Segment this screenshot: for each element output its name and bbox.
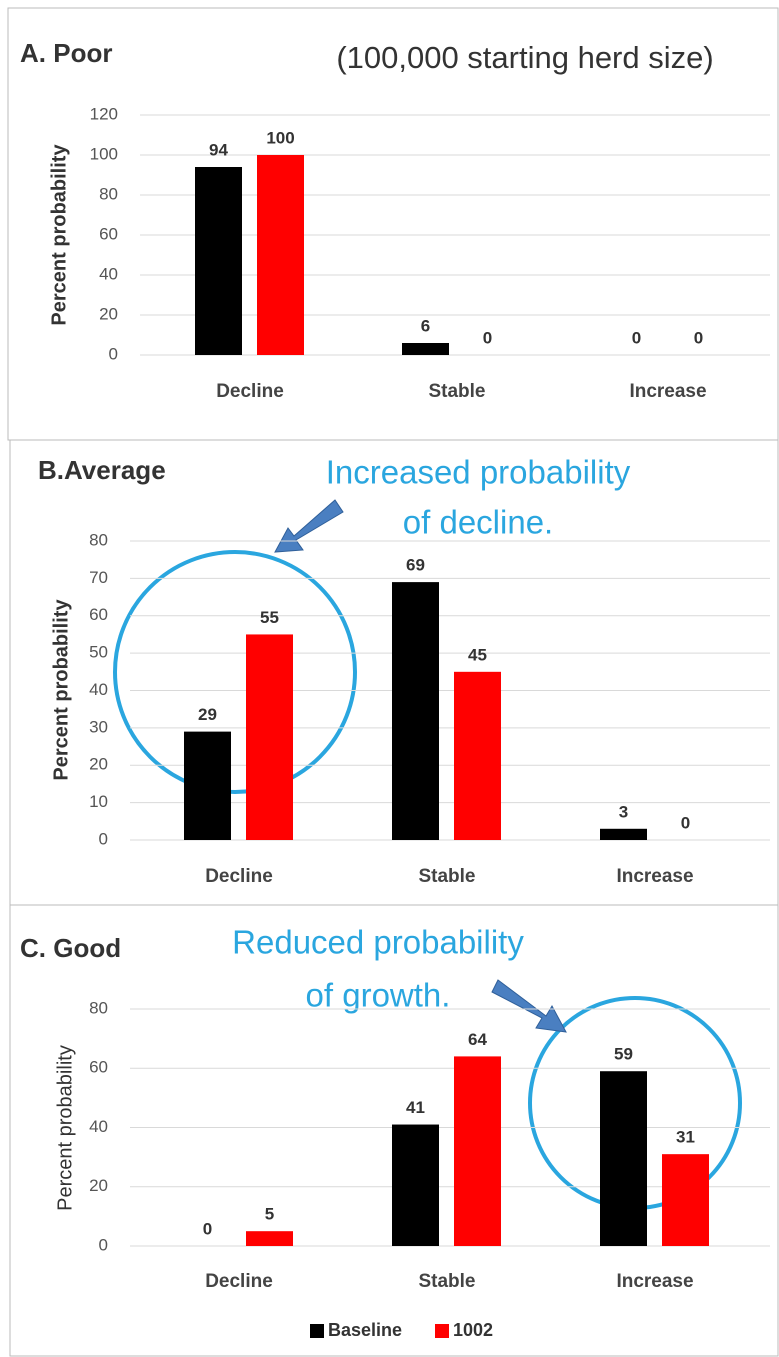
data-label: 6 <box>421 316 430 335</box>
y-tick-label: 0 <box>109 344 118 363</box>
bar <box>402 343 449 355</box>
x-tick-label: Increase <box>616 1271 693 1292</box>
bar <box>246 1231 293 1246</box>
y-tick-label: 20 <box>99 304 118 323</box>
x-tick-label: Decline <box>205 1271 273 1292</box>
x-tick-label: Stable <box>418 1271 475 1292</box>
data-label: 41 <box>406 1098 425 1117</box>
data-label: 94 <box>209 140 228 159</box>
x-tick-label: Stable <box>418 866 475 887</box>
x-tick-label: Decline <box>216 381 284 402</box>
y-axis-label: Percent probability <box>48 144 70 326</box>
data-label: 3 <box>619 802 628 821</box>
annotation: of decline. <box>403 504 553 541</box>
bar <box>392 582 439 840</box>
panel-title: A. Poor <box>20 38 112 68</box>
data-label: 0 <box>694 328 703 347</box>
bar <box>600 1071 647 1246</box>
data-label: 0 <box>483 328 492 347</box>
legend-swatch <box>435 1324 449 1338</box>
y-tick-label: 40 <box>99 264 118 283</box>
data-label: 0 <box>203 1219 212 1238</box>
bar <box>392 1124 439 1246</box>
bar <box>195 167 242 355</box>
data-label: 69 <box>406 556 425 575</box>
legend-swatch <box>310 1324 324 1338</box>
y-tick-label: 70 <box>89 568 108 587</box>
x-tick-label: Increase <box>616 866 693 887</box>
data-label: 64 <box>468 1030 487 1049</box>
data-label: 100 <box>266 128 294 147</box>
arrow <box>274 499 344 553</box>
y-tick-label: 80 <box>89 530 108 549</box>
bar <box>454 671 501 840</box>
subtitle: (100,000 starting herd size) <box>336 40 713 75</box>
bar <box>257 155 304 355</box>
arrow <box>491 979 567 1033</box>
panel-frame <box>9 904 779 1357</box>
bar <box>600 828 647 840</box>
y-tick-label: 0 <box>99 829 108 848</box>
y-axis-label: Percent probability <box>50 599 72 781</box>
data-label: 31 <box>676 1128 695 1147</box>
y-tick-label: 120 <box>90 104 118 123</box>
annotation: of growth. <box>306 977 451 1014</box>
y-tick-label: 30 <box>89 717 108 736</box>
data-label: 5 <box>265 1205 274 1224</box>
y-tick-label: 40 <box>89 680 108 699</box>
annotation: Reduced probability <box>232 924 524 961</box>
y-axis-label: Percent probability <box>54 1045 76 1211</box>
annotation: Increased probability <box>326 454 631 491</box>
data-label: 0 <box>632 328 641 347</box>
bar <box>662 1154 709 1246</box>
highlight-circle <box>113 550 357 794</box>
data-label: 55 <box>260 608 279 627</box>
x-tick-label: Decline <box>205 866 273 887</box>
x-tick-label: Increase <box>629 381 706 402</box>
y-tick-label: 20 <box>89 1176 108 1195</box>
legend-label: 1002 <box>453 1320 493 1340</box>
x-tick-label: Stable <box>428 381 485 402</box>
y-tick-label: 60 <box>99 224 118 243</box>
data-label: 29 <box>198 705 217 724</box>
y-tick-label: 60 <box>89 605 108 624</box>
y-tick-label: 20 <box>89 755 108 774</box>
y-tick-label: 40 <box>89 1117 108 1136</box>
y-tick-label: 100 <box>90 144 118 163</box>
y-tick-label: 80 <box>89 998 108 1017</box>
y-tick-label: 80 <box>99 184 118 203</box>
y-tick-label: 0 <box>99 1235 108 1254</box>
y-tick-label: 10 <box>89 792 108 811</box>
data-label: 0 <box>681 813 690 832</box>
bar <box>454 1056 501 1246</box>
data-label: 59 <box>614 1045 633 1064</box>
data-label: 45 <box>468 645 487 664</box>
legend-label: Baseline <box>328 1320 402 1340</box>
bar <box>246 634 293 840</box>
y-tick-label: 60 <box>89 1058 108 1077</box>
y-tick-label: 50 <box>89 643 108 662</box>
panel-title: C. Good <box>20 933 121 963</box>
panel-title: B.Average <box>38 455 166 485</box>
bar <box>184 731 231 840</box>
